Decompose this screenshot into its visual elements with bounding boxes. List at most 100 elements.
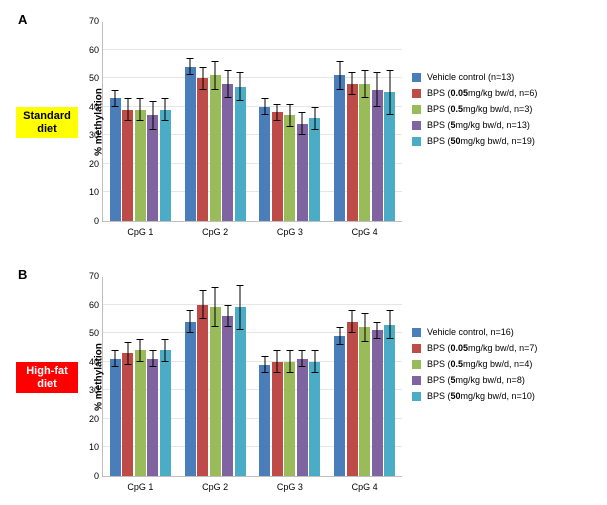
bar-group: CpG 2 <box>178 22 253 221</box>
bar-groups: CpG 1CpG 2CpG 3CpG 4 <box>103 22 402 221</box>
bar <box>359 84 370 221</box>
legend-dose: 50 <box>451 136 461 146</box>
bar <box>384 92 395 221</box>
chart-panel: B High-fatdiet % methylation01020304050607… <box>12 267 595 502</box>
legend-text: BPS ( <box>427 391 451 401</box>
y-tick-label: 0 <box>79 216 99 226</box>
error-bar <box>227 305 228 328</box>
y-tick-label: 10 <box>79 187 99 197</box>
bar <box>222 316 233 476</box>
y-tick-label: 20 <box>79 159 99 169</box>
legend-dose: 0.05 <box>451 88 469 98</box>
error-bar <box>364 70 365 99</box>
error-bar <box>302 350 303 367</box>
bar <box>147 359 158 476</box>
legend-dose: 50 <box>451 391 461 401</box>
category-label: CpG 1 <box>103 482 178 492</box>
bar <box>372 330 383 476</box>
bar <box>122 110 133 221</box>
legend-swatch <box>412 73 421 82</box>
bar <box>235 87 246 221</box>
y-tick-label: 60 <box>79 45 99 55</box>
legend-text: mg/kg bw/d, n=3) <box>463 104 532 114</box>
bar <box>284 115 295 221</box>
legend-item: BPS (0.5 mg/kg bw/d, n=4) <box>412 359 537 369</box>
bar <box>235 307 246 476</box>
y-tick-label: 50 <box>79 73 99 83</box>
error-bar <box>190 58 191 75</box>
error-bar <box>264 356 265 373</box>
bar <box>160 350 171 476</box>
legend-item: BPS (0.05 mg/kg bw/d, n=7) <box>412 343 537 353</box>
bar <box>110 98 121 221</box>
bar-group: CpG 2 <box>178 277 253 476</box>
legend-item: BPS (50 mg/kg bw/d, n=19) <box>412 136 537 146</box>
legend-text: mg/kg bw/d, n=13) <box>456 120 530 130</box>
legend-swatch <box>412 89 421 98</box>
bar <box>372 90 383 221</box>
error-bar <box>314 350 315 373</box>
error-bar <box>202 290 203 319</box>
bar <box>334 75 345 221</box>
error-bar <box>302 112 303 135</box>
legend-text: BPS ( <box>427 136 451 146</box>
legend-item: BPS (0.5 mg/kg bw/d, n=3) <box>412 104 537 114</box>
error-bar <box>152 350 153 367</box>
error-bar <box>377 72 378 106</box>
legend-text: BPS ( <box>427 375 451 385</box>
error-bar <box>389 310 390 339</box>
diet-label: Standarddiet <box>16 107 78 138</box>
legend-swatch <box>412 328 421 337</box>
bar <box>135 350 146 476</box>
y-tick-label: 70 <box>79 271 99 281</box>
legend-text: BPS ( <box>427 343 451 353</box>
bar-group: CpG 1 <box>103 277 178 476</box>
legend-text: mg/kg bw/d, n=4) <box>463 359 532 369</box>
error-bar <box>127 342 128 365</box>
bar <box>135 110 146 221</box>
legend-dose: 0.5 <box>451 359 464 369</box>
bar-group: CpG 4 <box>327 277 402 476</box>
legend-text: mg/kg bw/d, n=19) <box>461 136 535 146</box>
bar <box>110 359 121 476</box>
error-bar <box>339 327 340 344</box>
legend: Vehicle control, n=16) BPS (0.05 mg/kg bw… <box>412 327 537 407</box>
y-tick-label: 30 <box>79 130 99 140</box>
legend-swatch <box>412 360 421 369</box>
legend-text: BPS ( <box>427 88 451 98</box>
diet-label: High-fatdiet <box>16 362 78 393</box>
error-bar <box>152 101 153 130</box>
error-bar <box>289 350 290 373</box>
category-label: CpG 1 <box>103 227 178 237</box>
bar <box>259 107 270 221</box>
legend-text: mg/kg bw/d, n=6) <box>468 88 537 98</box>
error-bar <box>364 313 365 342</box>
error-bar <box>352 310 353 333</box>
legend-text: BPS ( <box>427 359 451 369</box>
bar <box>347 322 358 476</box>
legend-swatch <box>412 376 421 385</box>
legend-item: Vehicle control (n=13) <box>412 72 537 82</box>
bar-group: CpG 3 <box>253 277 328 476</box>
bar <box>297 359 308 476</box>
bar <box>210 75 221 221</box>
error-bar <box>202 67 203 90</box>
panel-letter: B <box>18 267 27 282</box>
bar <box>210 307 221 476</box>
legend-text: Vehicle control, n=16) <box>427 327 514 337</box>
category-label: CpG 4 <box>327 482 402 492</box>
y-tick-label: 40 <box>79 357 99 367</box>
bar <box>185 322 196 476</box>
legend-text: BPS ( <box>427 104 451 114</box>
chart-panel: AStandarddiet% methylation01020304050607… <box>12 12 595 247</box>
bar-group: CpG 4 <box>327 22 402 221</box>
legend-swatch <box>412 344 421 353</box>
error-bar <box>240 285 241 331</box>
chart-area: % methylation010203040506070CpG 1CpG 2Cp… <box>102 277 402 477</box>
error-bar <box>352 72 353 95</box>
bar <box>347 84 358 221</box>
category-label: CpG 4 <box>327 227 402 237</box>
error-bar <box>215 61 216 90</box>
bar <box>160 110 171 221</box>
error-bar <box>115 350 116 367</box>
